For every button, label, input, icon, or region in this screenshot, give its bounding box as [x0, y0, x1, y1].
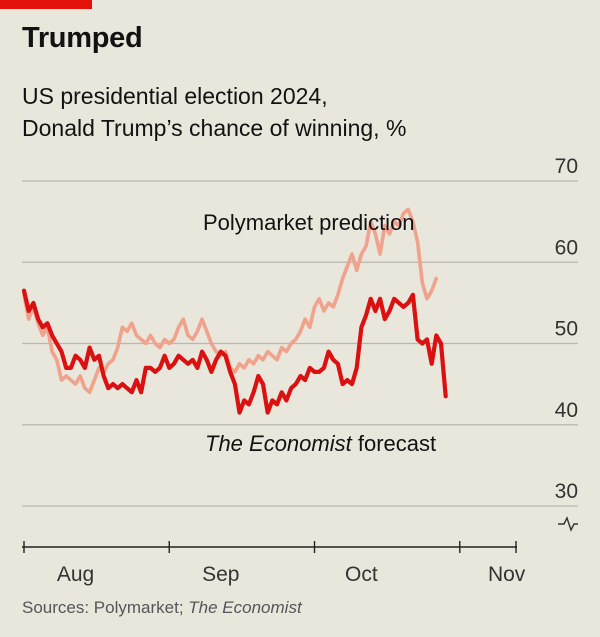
- gridlines: [22, 180, 578, 532]
- annotation-economist-italic: The Economist: [205, 431, 353, 456]
- y-tick-label-70: 70: [555, 155, 578, 178]
- x-tick-label-sep: Sep: [202, 563, 239, 586]
- source-note: Sources: Polymarket; The Economist: [22, 598, 302, 618]
- y-axis-tick-labels: 30 40 50 60 70: [555, 155, 578, 503]
- series-line-economist: [21, 288, 448, 415]
- x-tick-label-aug: Aug: [57, 563, 94, 586]
- y-tick-label-30: 30: [555, 480, 578, 503]
- x-tick-label-nov: Nov: [488, 563, 526, 586]
- annotations: Polymarket prediction The Economist fore…: [203, 210, 436, 456]
- y-tick-label-40: 40: [555, 399, 578, 422]
- chart-title: Trumped: [22, 22, 143, 54]
- brand-tab: [0, 0, 92, 9]
- annotation-economist: The Economist forecast: [205, 431, 436, 456]
- source-italic: The Economist: [188, 598, 302, 617]
- x-axis: Aug Sep Oct Nov: [22, 541, 526, 586]
- y-tick-label-50: 50: [555, 318, 578, 341]
- x-tick-label-oct: Oct: [345, 563, 378, 586]
- series-lines: [21, 207, 448, 415]
- axis-break-icon: [558, 516, 578, 532]
- annotation-polymarket: Polymarket prediction: [203, 210, 415, 235]
- subtitle-line-2: Donald Trump’s chance of winning, %: [22, 115, 407, 141]
- chart-subtitle: US presidential election 2024, Donald Tr…: [22, 80, 406, 144]
- subtitle-line-1: US presidential election 2024,: [22, 83, 328, 109]
- y-tick-label-60: 60: [555, 236, 578, 259]
- source-prefix: Sources: Polymarket;: [22, 598, 189, 617]
- annotation-economist-rest: forecast: [352, 431, 436, 456]
